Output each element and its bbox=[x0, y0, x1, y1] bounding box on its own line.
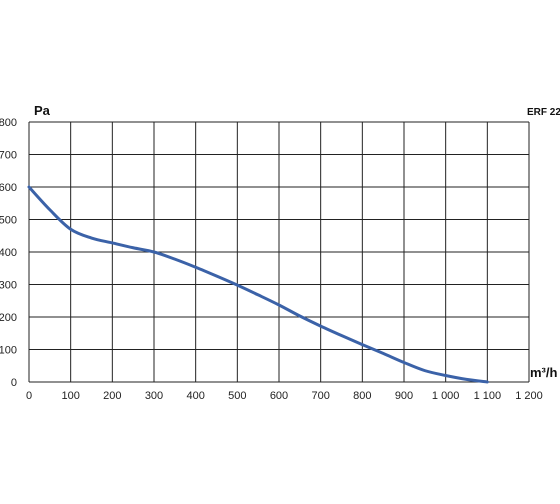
data-point bbox=[28, 186, 30, 188]
x-tick-label: 500 bbox=[228, 390, 246, 402]
x-tick-label: 600 bbox=[270, 390, 288, 402]
data-point bbox=[153, 251, 155, 253]
x-axis-ticks: 0 100 200 300 400 500 600 700 800 900 1 000 1 100 1 … bbox=[26, 390, 543, 402]
x-tick-label: 700 bbox=[311, 390, 329, 402]
data-point bbox=[132, 246, 134, 249]
y-tick-label: 500 bbox=[0, 215, 17, 227]
y-tick-label: 700 bbox=[0, 150, 17, 162]
y-tick-label: 400 bbox=[0, 247, 17, 259]
x-tick-label: 900 bbox=[395, 390, 413, 402]
x-tick-label: 1 200 bbox=[515, 390, 543, 402]
data-point bbox=[299, 315, 301, 317]
data-point bbox=[444, 374, 447, 377]
y-tick-label: 200 bbox=[0, 312, 17, 324]
y-tick-label: 0 bbox=[11, 377, 17, 389]
data-point bbox=[361, 343, 364, 346]
data-point bbox=[257, 294, 259, 296]
data-point bbox=[486, 381, 489, 383]
x-tick-label: 100 bbox=[61, 390, 79, 402]
chart-grid bbox=[28, 121, 530, 383]
x-tick-label: 200 bbox=[103, 390, 121, 402]
data-point bbox=[340, 334, 343, 337]
y-axis-ticks: 0 100 200 300 400 500 600 700 800 bbox=[0, 117, 17, 389]
data-point bbox=[236, 284, 239, 286]
x-tick-label: 0 bbox=[26, 390, 32, 402]
chart-series bbox=[27, 185, 489, 384]
x-tick-label: 800 bbox=[353, 390, 371, 402]
x-tick-label: 1 100 bbox=[474, 390, 502, 402]
data-point bbox=[174, 258, 176, 260]
x-axis-label: m³/h bbox=[530, 365, 558, 380]
data-point bbox=[319, 325, 322, 327]
y-axis-label: Pa bbox=[34, 103, 51, 118]
data-point bbox=[215, 275, 218, 277]
data-point bbox=[278, 304, 280, 306]
data-point bbox=[465, 378, 468, 381]
model-label: ERF 225 bbox=[527, 107, 560, 118]
x-tick-label: 1 000 bbox=[432, 390, 460, 402]
data-point bbox=[424, 369, 426, 372]
y-tick-label: 800 bbox=[0, 117, 17, 129]
data-point bbox=[90, 237, 93, 239]
y-tick-label: 100 bbox=[0, 345, 17, 357]
data-point bbox=[382, 352, 384, 355]
x-tick-label: 400 bbox=[186, 390, 204, 402]
y-tick-label: 600 bbox=[0, 182, 17, 194]
y-tick-label: 300 bbox=[0, 280, 17, 292]
data-point bbox=[111, 242, 114, 244]
x-tick-label: 300 bbox=[145, 390, 163, 402]
data-point bbox=[403, 361, 405, 364]
data-point bbox=[69, 228, 72, 231]
data-point bbox=[194, 266, 197, 269]
data-point bbox=[49, 208, 51, 211]
